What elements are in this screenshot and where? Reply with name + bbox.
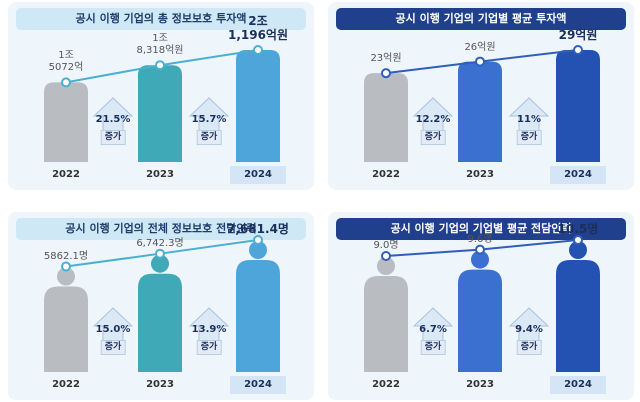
value-label: 23억원	[370, 53, 402, 65]
x-tick-label: 2022	[52, 379, 80, 390]
growth-word: 증가	[100, 130, 126, 145]
trend-point	[475, 244, 485, 255]
growth-label: 6.7%	[419, 324, 447, 335]
bar	[138, 273, 182, 372]
x-tick-label: 2024	[550, 166, 606, 184]
x-tick-label: 2024	[230, 166, 286, 184]
value-label: 7,681.4명	[227, 222, 289, 236]
value-label: 9.6명	[467, 233, 493, 245]
chart-panel: 공시 이행 기업의 전체 정보보호 전담인력 15.0% 증가 13.9% 증가 5862…	[8, 212, 314, 400]
growth-word: 증가	[516, 130, 542, 145]
x-tick-label: 2022	[372, 169, 400, 180]
bar	[556, 260, 600, 372]
bar	[458, 269, 502, 372]
person-head	[377, 257, 395, 275]
x-tick-label: 2023	[146, 379, 174, 390]
person-head	[569, 241, 587, 259]
chart-title: 공시 이행 기업의 기업별 평균 전담인력	[336, 218, 626, 240]
bar	[458, 61, 502, 162]
x-tick-label: 2022	[372, 379, 400, 390]
bar	[236, 50, 280, 162]
value-label: 6,742.3명	[136, 237, 184, 249]
bar	[364, 276, 408, 372]
person-head	[57, 267, 75, 286]
bar	[364, 73, 408, 162]
chart-svg	[44, 235, 280, 372]
trend-point	[155, 60, 165, 71]
value-label: 26억원	[464, 41, 496, 53]
trend-point	[61, 77, 71, 88]
value-label: 10.5명	[557, 222, 599, 236]
x-tick-label: 2023	[146, 169, 174, 180]
value-label: 1조 5072억	[48, 50, 84, 74]
value-label: 9.0명	[373, 240, 399, 251]
person-head	[249, 241, 267, 259]
bar	[138, 65, 182, 162]
trend-point	[573, 45, 583, 55]
growth-word: 증가	[196, 130, 222, 145]
bar	[44, 286, 88, 372]
growth-label: 15.0%	[95, 324, 131, 335]
trend-point	[475, 56, 485, 67]
bar	[44, 82, 88, 162]
chart-title: 공시 이행 기업의 전체 정보보호 전담인력	[16, 218, 306, 240]
growth-label: 12.2%	[415, 114, 451, 125]
chart-title: 공시 이행 기업의 총 정보보호 투자액	[16, 8, 306, 30]
x-tick-label: 2022	[52, 169, 80, 180]
x-tick-label: 2024	[230, 376, 286, 394]
chart-panel: 공시 이행 기업의 기업별 평균 투자액 12.2% 증가 11% 증가 23억원 2022…	[328, 2, 634, 190]
trend-point	[253, 235, 263, 245]
chart-title: 공시 이행 기업의 기업별 평균 투자액	[336, 8, 626, 30]
growth-word: 증가	[420, 340, 446, 355]
person-head	[471, 250, 489, 269]
trend-point	[155, 248, 165, 259]
trend-point	[381, 251, 391, 261]
value-label: 29억원	[558, 28, 598, 42]
x-tick-label: 2023	[466, 379, 494, 390]
growth-word: 증가	[420, 130, 446, 145]
bar	[236, 260, 280, 372]
trend-point	[573, 235, 583, 245]
growth-label: 21.5%	[95, 114, 131, 125]
bar	[556, 50, 600, 162]
chart-svg	[44, 45, 280, 162]
value-label: 2조 1,196억원	[227, 14, 289, 42]
growth-word: 증가	[196, 340, 222, 355]
growth-label: 15.7%	[191, 114, 227, 125]
trend-point	[381, 68, 391, 79]
chart-panel: 공시 이행 기업의 기업별 평균 전담인력 6.7% 증가 9.4% 증가 9.0명 202…	[328, 212, 634, 400]
x-tick-label: 2024	[550, 376, 606, 394]
growth-label: 9.4%	[515, 324, 543, 335]
chart-panel: 공시 이행 기업의 총 정보보호 투자액 21.5% 증가 15.7% 증가 1조 507…	[8, 2, 314, 190]
person-head	[151, 254, 169, 273]
growth-label: 11%	[517, 114, 541, 125]
growth-word: 증가	[516, 340, 542, 355]
value-label: 1조 8,318억원	[136, 33, 184, 57]
growth-label: 13.9%	[191, 324, 227, 335]
x-tick-label: 2023	[466, 169, 494, 180]
value-label: 5862.1명	[43, 250, 89, 262]
trend-point	[253, 45, 263, 55]
trend-point	[61, 261, 71, 272]
chart-svg	[364, 45, 600, 162]
growth-word: 증가	[100, 340, 126, 355]
